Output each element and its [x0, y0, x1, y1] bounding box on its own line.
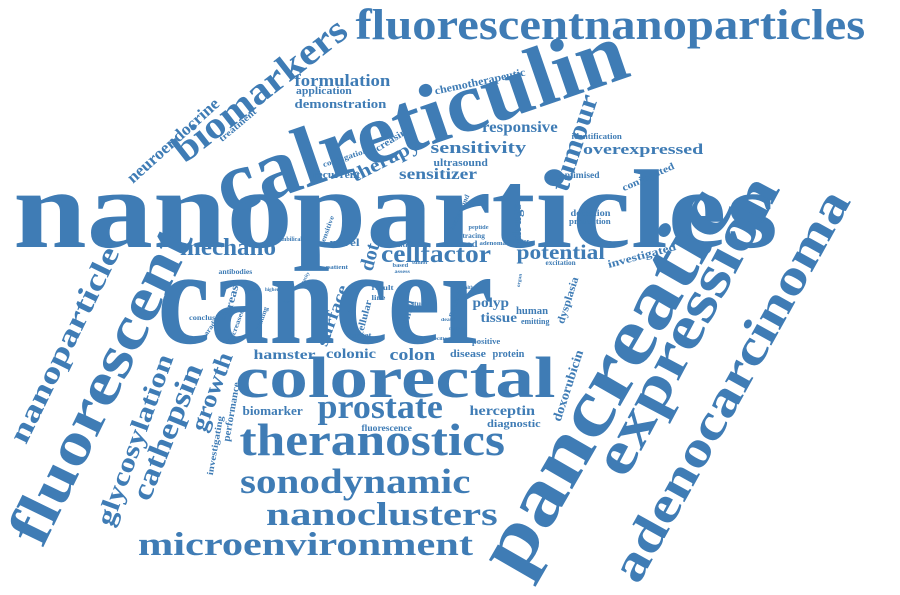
word-biomarker: biomarker	[241, 402, 303, 418]
word-control: control	[389, 240, 415, 249]
word-line: line	[371, 293, 385, 302]
word-dysplasia: dysplasia	[554, 274, 581, 325]
word-death: death	[441, 317, 455, 323]
word-method: method	[443, 238, 477, 249]
word-colon: colon	[389, 344, 435, 364]
word-patient: patient	[326, 265, 348, 271]
word-protein: protein	[492, 349, 524, 360]
word-microenvironment: microenvironment	[137, 526, 473, 563]
word-study: study	[410, 299, 430, 308]
word-production: production	[569, 217, 611, 226]
word-peptide: peptide	[467, 225, 489, 231]
word-nanoclusters: nanoclusters	[266, 496, 498, 533]
word-excitation: excitation	[545, 258, 576, 267]
word-antibodies: antibodies	[218, 267, 252, 276]
word-identification: identification	[570, 132, 622, 141]
word-disease: disease	[450, 349, 486, 360]
word-prostate: prostate	[317, 389, 443, 426]
word-result: result	[371, 283, 393, 292]
word-mechano: mechano	[180, 235, 276, 261]
word-theranostics: theranostics	[239, 414, 505, 465]
word-potential: potential	[515, 239, 605, 264]
word-fluorescence: fluorescence	[360, 422, 412, 433]
word-sonodynamic: sonodynamic	[240, 461, 471, 501]
word-cellfactor: cellfactor	[381, 240, 491, 268]
word-based: based	[392, 263, 408, 269]
word-demonstration: demonstration	[293, 95, 386, 111]
word-positive: positive	[471, 337, 501, 346]
word-novel: novel	[328, 236, 360, 249]
word-tumor: tumor	[412, 260, 428, 266]
word-polyp: polyp	[471, 296, 509, 311]
word-inhibitor: inhibitor	[506, 239, 529, 245]
word-ultrasound: ultrasound	[432, 156, 488, 169]
word-specific: specific	[429, 336, 447, 342]
word-umbilical: umbilical	[278, 237, 303, 243]
word-drugs: drugs	[510, 203, 526, 241]
word-emitting: emitting	[521, 317, 550, 326]
word-tissue: tissue	[479, 311, 517, 326]
word-hamster: hamster	[253, 348, 315, 363]
word-responsive: responsive	[481, 119, 558, 136]
word-application: application	[296, 86, 352, 97]
word-fluorescentnanoparticles: fluorescentnanoparticles	[354, 1, 865, 49]
word-recurrent: recurrent	[312, 170, 360, 181]
word-cancer: cancer	[157, 223, 493, 373]
word-organ: organ	[516, 272, 524, 288]
word-cell: cell	[282, 299, 294, 305]
word-herceptin: herceptin	[469, 404, 535, 419]
word-detection: detection	[569, 207, 611, 218]
word-healthy: healthy	[460, 285, 476, 291]
word-sensitizer: sensitizer	[398, 166, 477, 183]
word-optimised: optimised	[560, 169, 600, 180]
word-formulation: formulation	[294, 70, 390, 90]
word-colonic: colonic	[326, 347, 376, 362]
word-nanoparticles: nanoparticles	[12, 148, 778, 272]
word-target: target	[348, 331, 372, 340]
word-adenoma: adenoma	[478, 241, 506, 247]
word-higher: higher	[265, 287, 279, 293]
word-conclusion: conclusion	[189, 313, 227, 322]
word-colorectal: colorectal	[234, 345, 556, 410]
word-sensitivity: sensitivity	[430, 137, 526, 157]
word-assess: assess	[394, 269, 410, 275]
word-overexpressed: overexpressed	[582, 141, 704, 158]
word-human: human	[515, 306, 549, 317]
word-affect: affect	[247, 287, 261, 293]
word-tracing: tracing	[461, 231, 485, 240]
word-material: material	[449, 326, 468, 332]
word-diagnostic: diagnostic	[487, 417, 541, 430]
